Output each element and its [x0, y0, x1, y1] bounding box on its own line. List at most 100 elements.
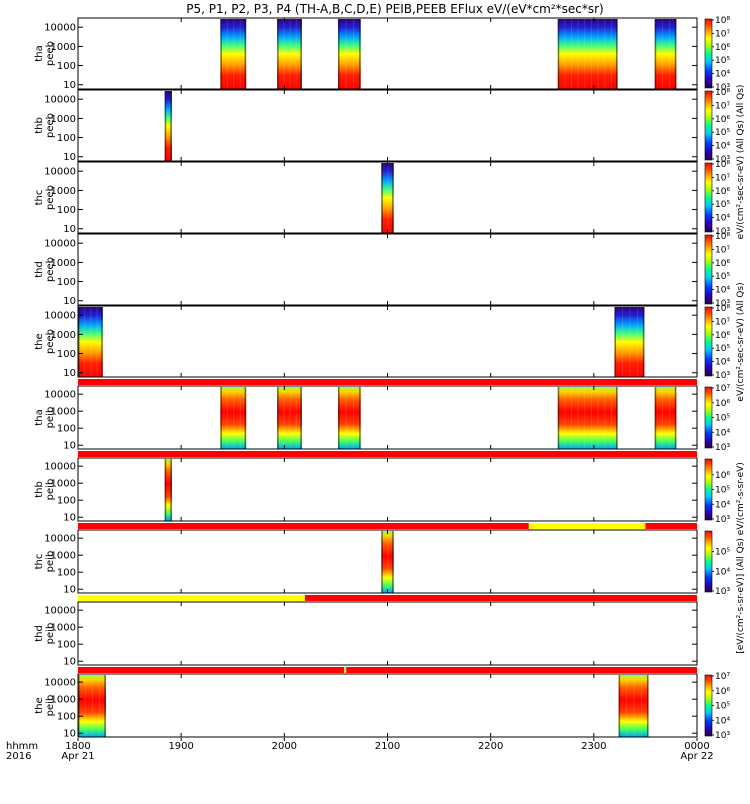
interval-edge — [220, 387, 222, 449]
colorbar-tick-label: 10⁵ — [715, 486, 730, 496]
interval-edge — [616, 19, 618, 89]
colorbar-tick-label: 10⁵ — [715, 56, 730, 66]
panel-instrument-label: peib — [45, 695, 56, 717]
colorbar-tick-label: 10⁷ — [715, 317, 730, 327]
interval-striation — [226, 387, 228, 449]
y-tick-label: 10000 — [44, 462, 76, 473]
interval-edge — [392, 531, 394, 593]
colorbar — [704, 90, 713, 161]
panel-probe-label: thd — [34, 261, 45, 278]
panel-probe-label: thc — [34, 190, 45, 206]
colorbar-tick-label: 10³ — [715, 155, 730, 165]
y-tick-label: 10 — [63, 513, 76, 524]
spectrogram-interval — [78, 307, 103, 377]
interval-edge — [618, 675, 621, 737]
colorbar — [704, 18, 713, 89]
colorbar-tick-label: 10⁸ — [715, 232, 730, 242]
colorbar-tick-label: 10⁴ — [715, 567, 730, 577]
interval-striation — [226, 19, 228, 89]
colorbar-tick-label: 10⁵ — [715, 128, 730, 138]
interval-striation — [283, 387, 285, 449]
colorbar — [704, 386, 713, 449]
colorbar-tick-label: 10⁴ — [715, 500, 730, 510]
y-tick-label: 1000 — [51, 258, 76, 269]
spectrogram-interval — [618, 675, 649, 737]
interval-edge — [557, 387, 560, 449]
colorbar-tick-label: 10⁴ — [715, 286, 730, 296]
interval-striation — [629, 307, 631, 377]
interval-edge — [359, 387, 361, 449]
interval-edge — [244, 19, 247, 89]
interval-striation — [96, 307, 98, 377]
colorbar-tick-label: 10⁴ — [715, 70, 730, 80]
interval-striation — [84, 307, 86, 377]
colorbar-tick-label: 10³ — [715, 227, 730, 237]
colorbar-tick-label: 10⁷ — [715, 384, 730, 394]
interval-edge — [220, 19, 222, 89]
y-tick-label: 10000 — [44, 311, 76, 322]
x-tick-label: 1800 — [65, 741, 90, 752]
x-tick-label: 2300 — [581, 741, 606, 752]
panel-frame — [77, 233, 698, 306]
y-tick-label: 10000 — [44, 23, 76, 34]
interval-striation — [597, 19, 599, 89]
time-axis-corner-label: hhmm — [6, 741, 38, 752]
interval-striation — [636, 307, 638, 377]
colorbar-tick-label: 10⁷ — [715, 101, 730, 111]
colorbar — [704, 234, 713, 305]
colorbar-unit-label: eV/(cm²-sec-sr-eV) (All Qs) — [736, 282, 746, 401]
interval-edge — [674, 19, 677, 89]
spectrogram-interval — [381, 163, 394, 233]
spectrogram-interval — [654, 19, 677, 89]
interval-edge — [616, 387, 618, 449]
colorbar-tick-label: 10⁷ — [715, 672, 730, 682]
interval-striation — [584, 387, 586, 449]
y-tick-label: 100 — [57, 205, 76, 216]
panel-instrument-label: peib — [45, 407, 56, 429]
flag-bar-segment — [78, 379, 697, 385]
y-tick-label: 1000 — [51, 479, 76, 490]
y-tick-label: 10 — [63, 152, 76, 163]
y-tick-label: 100 — [57, 496, 76, 507]
colorbar — [704, 162, 713, 233]
colorbar — [704, 458, 713, 521]
time-axis-year-label: 2016 — [6, 751, 31, 762]
panel-instrument-label: peeb — [45, 257, 56, 282]
colorbar-tick-label: 10⁶ — [715, 687, 730, 697]
y-tick-label: 10000 — [44, 390, 76, 401]
colorbar-tick-label: 10⁸ — [715, 16, 730, 26]
panel-frame — [77, 601, 698, 666]
x-tick-label: 2100 — [375, 741, 400, 752]
interval-striation — [295, 19, 297, 89]
x-tick-label: 2000 — [272, 741, 297, 752]
interval-striation — [84, 675, 86, 737]
panel-probe-label: thc — [34, 554, 45, 570]
colorbar-tick-label: 10⁶ — [715, 399, 730, 409]
interval-striation — [661, 387, 663, 449]
y-tick-label: 100 — [57, 61, 76, 72]
panel-probe-label: tha — [34, 45, 45, 61]
x-date-label: Apr 22 — [680, 751, 713, 762]
colorbar-unit-label: [eV/(cm²-s-sr-eV)] (All Qs) eV/(cm²-s-sr… — [736, 462, 746, 654]
y-tick-label: 10000 — [44, 606, 76, 617]
y-tick-label: 100 — [57, 349, 76, 360]
colorbar-tick-label: 10⁴ — [715, 716, 730, 726]
colorbar-tick-label: 10⁸ — [715, 304, 730, 314]
colorbar-tick-label: 10⁶ — [715, 471, 730, 481]
colorbar-tick-label: 10⁴ — [715, 214, 730, 224]
interval-striation — [98, 675, 100, 737]
y-tick-label: 1000 — [51, 551, 76, 562]
spectrogram-interval — [557, 387, 618, 449]
interval-striation — [289, 19, 291, 89]
colorbar-tick-label: 10⁴ — [715, 142, 730, 152]
interval-edge — [642, 307, 645, 377]
panel-4: 10 100 1000 10000 the peeb 10³ 10⁴ 10⁵ 10⁶ 10⁷ 10⁸ — [34, 304, 730, 381]
y-tick-label: 10000 — [44, 167, 76, 178]
x-tick-label: 2200 — [478, 741, 503, 752]
y-tick-label: 1000 — [51, 186, 76, 197]
x-tick-label: 1900 — [168, 741, 193, 752]
panel-instrument-label: peib — [45, 623, 56, 645]
panel-7: 10 100 1000 10000 thc peib 10³ 10⁴ 10⁵ — [34, 523, 730, 597]
interval-edge — [337, 19, 340, 89]
